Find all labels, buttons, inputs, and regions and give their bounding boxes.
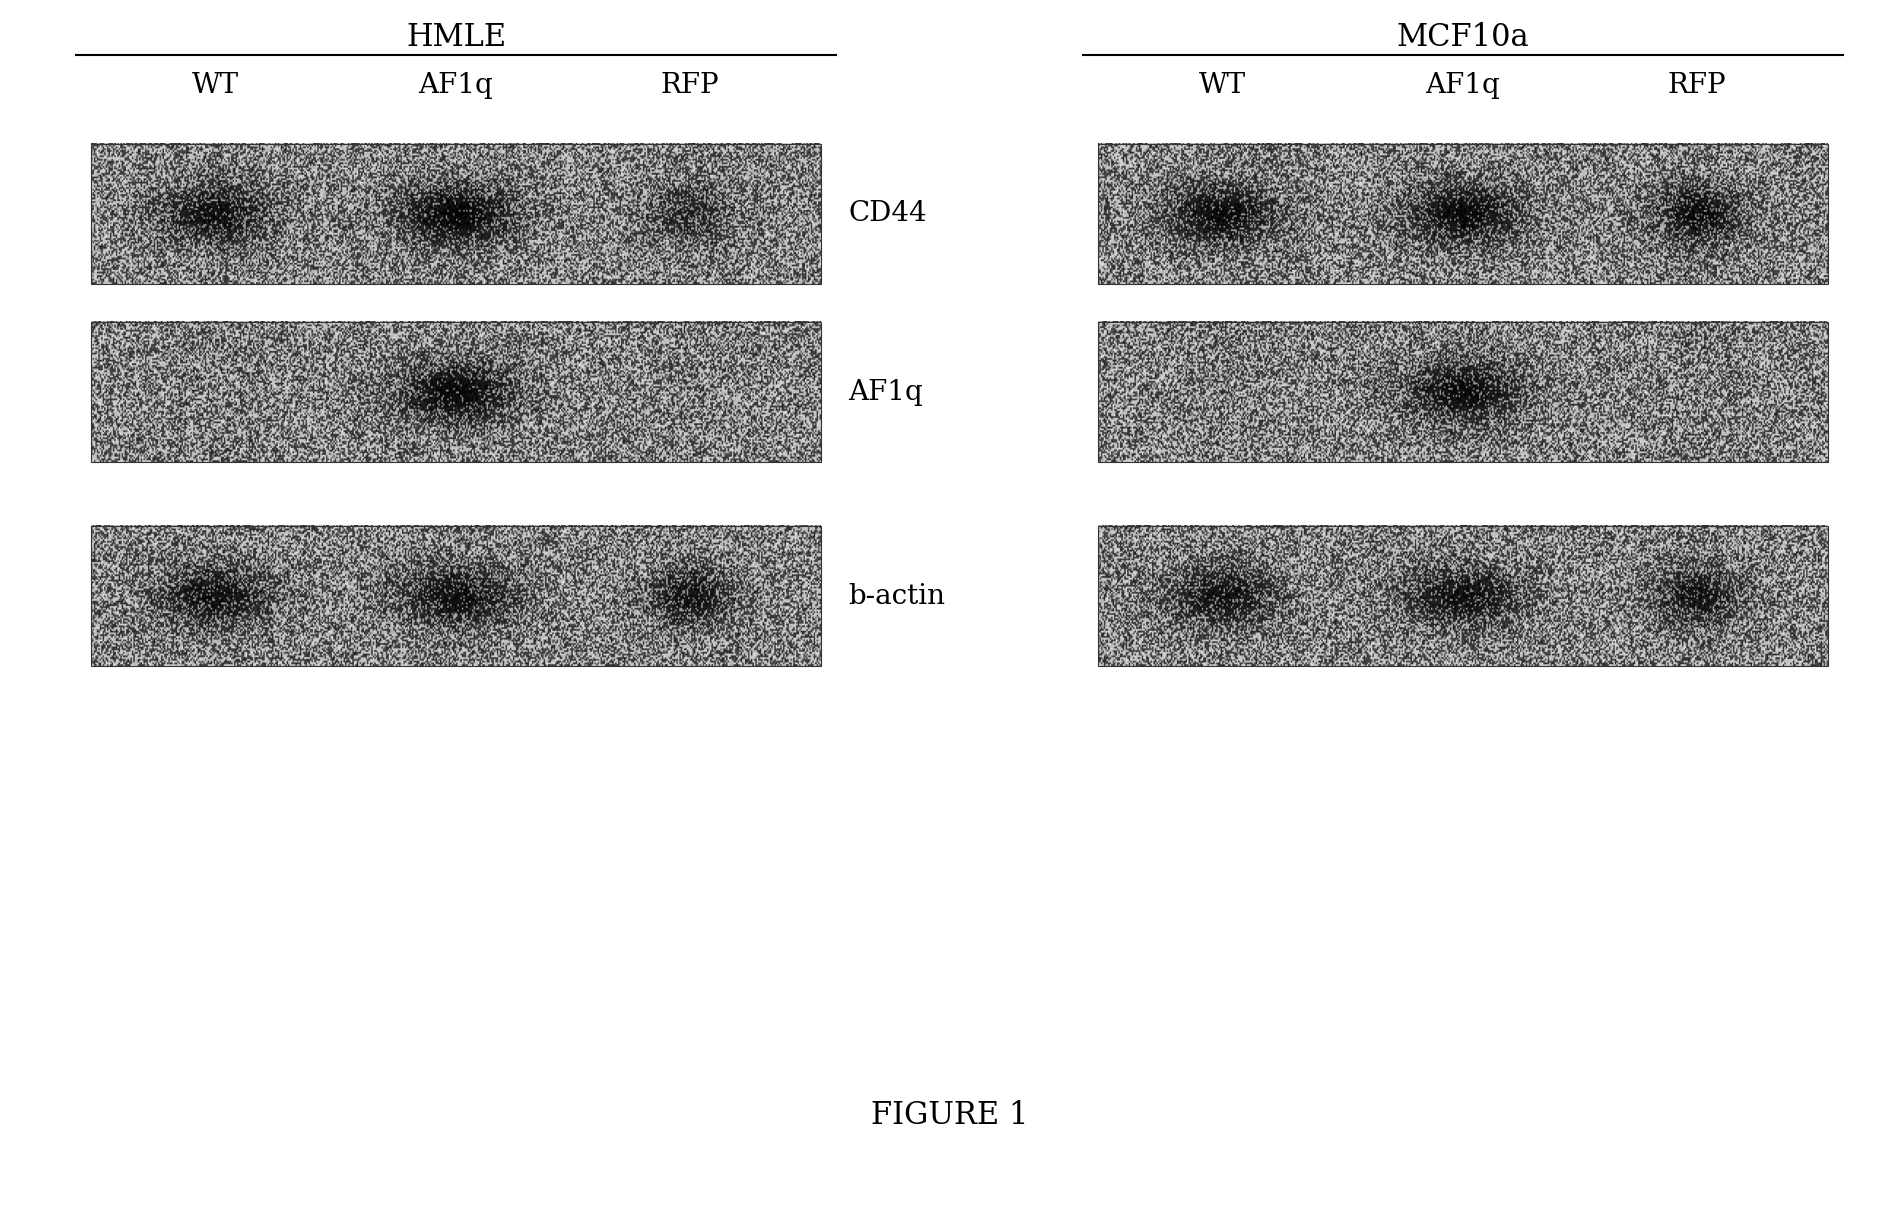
Bar [91, 143, 821, 284]
Text: RFP: RFP [1666, 72, 1725, 99]
Bar [1098, 322, 1828, 462]
Bar [1098, 526, 1828, 667]
Text: WT: WT [1199, 72, 1246, 99]
Text: b-actin: b-actin [847, 582, 946, 609]
Bar [1098, 143, 1828, 284]
Text: MCF10a: MCF10a [1396, 22, 1530, 53]
Text: RFP: RFP [659, 72, 718, 99]
Bar [91, 322, 821, 462]
Text: CD44: CD44 [847, 200, 927, 227]
Text: FIGURE 1: FIGURE 1 [872, 1100, 1028, 1132]
Text: AF1q: AF1q [418, 72, 494, 99]
Text: HMLE: HMLE [407, 22, 505, 53]
Text: AF1q: AF1q [847, 379, 923, 406]
Bar [91, 526, 821, 667]
Text: WT: WT [192, 72, 239, 99]
Text: AF1q: AF1q [1425, 72, 1501, 99]
